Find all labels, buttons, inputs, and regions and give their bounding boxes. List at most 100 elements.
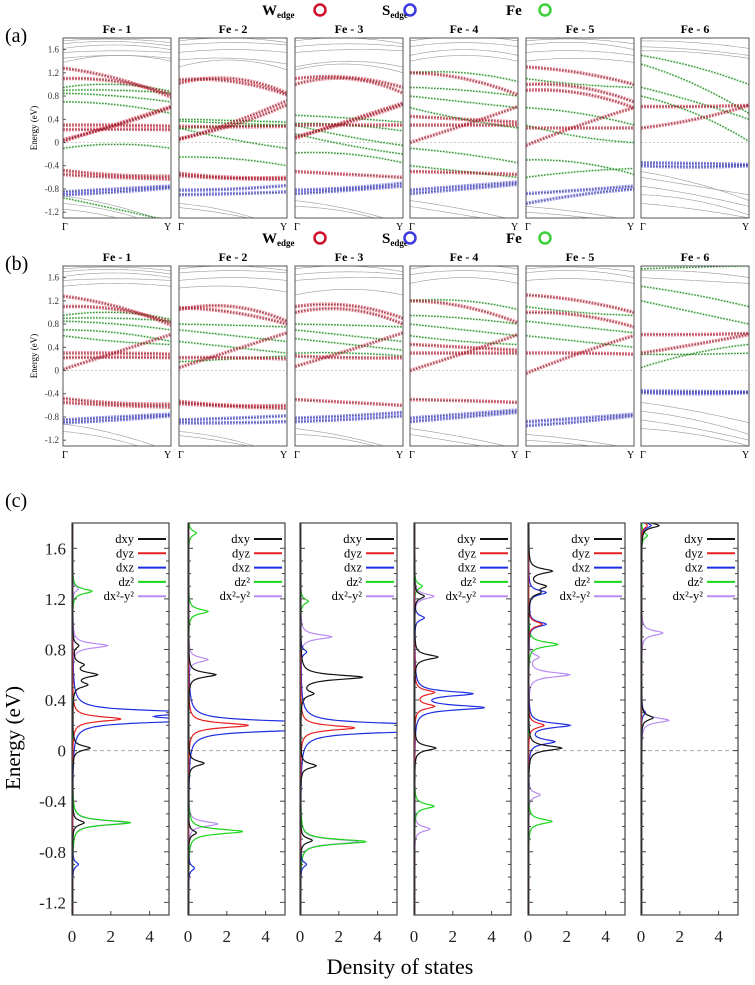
kpoint-label-y: Y — [742, 222, 749, 233]
band-Fe — [179, 126, 287, 150]
legend-item-W_edge: Wedge — [262, 231, 327, 248]
band-line — [295, 323, 403, 328]
band-panel: Fe - 4 Γ Y — [409, 22, 519, 233]
legend-label: dxy — [115, 532, 135, 546]
band-line — [526, 78, 634, 88]
band-line — [641, 277, 749, 284]
y-tick-label: 0.4 — [48, 114, 60, 124]
band-line — [410, 71, 518, 82]
dos-curves — [72, 523, 170, 915]
band-line — [641, 63, 749, 114]
band-line — [410, 428, 508, 446]
band-line — [63, 170, 171, 177]
band-line — [526, 58, 634, 63]
legend-label: dxy — [571, 532, 591, 546]
x-tick-label: 2 — [676, 927, 685, 946]
band-line — [295, 288, 403, 296]
band-line — [179, 49, 287, 53]
dos-curves — [188, 523, 286, 915]
band-line — [179, 203, 256, 218]
band-line — [63, 352, 171, 355]
bands — [179, 266, 287, 446]
band-line — [641, 165, 749, 168]
band-line — [63, 38, 171, 43]
panel-frame — [640, 265, 750, 447]
circle-marker-icon — [313, 3, 327, 17]
band-line — [526, 107, 634, 126]
band-line — [410, 434, 484, 446]
x-tick-label: 4 — [487, 927, 496, 946]
bands — [641, 40, 749, 218]
y-tick-label: -0.4 — [39, 792, 66, 811]
y-tick-label: 1.2 — [48, 68, 59, 78]
panel-frame — [409, 265, 519, 447]
legend-entry-dx2-y2: dx²-y² — [673, 589, 735, 603]
dos-curve-dxy — [300, 523, 364, 915]
band-line — [63, 174, 171, 180]
band-line — [641, 333, 749, 335]
band-line — [641, 270, 749, 278]
band-line — [526, 211, 593, 218]
band-line — [179, 156, 287, 166]
band-W_edge — [526, 65, 634, 87]
legend-label: Wedge — [262, 231, 295, 248]
band-line — [526, 188, 634, 204]
legend-item-W_edge: Wedge — [262, 3, 327, 20]
dos-curves — [300, 523, 398, 915]
legend-label: dxz — [232, 561, 251, 575]
circle-marker-icon — [403, 3, 417, 17]
x-tick-label: 0 — [68, 927, 77, 946]
band-line — [641, 334, 749, 354]
x-tick-label: 4 — [261, 927, 270, 946]
band-line — [410, 299, 518, 310]
band-line — [179, 332, 287, 368]
band-line — [410, 55, 518, 62]
dos-curve-dyz — [72, 523, 122, 915]
y-tick-label: -0.4 — [45, 161, 60, 171]
bands — [295, 38, 403, 218]
band-line — [641, 40, 749, 49]
band-line — [410, 344, 518, 351]
band-line — [526, 335, 634, 374]
dos-curve-dxz — [72, 523, 170, 915]
band-W_edge — [295, 76, 403, 95]
band-line — [410, 95, 518, 108]
y-axis-label: Energy (eV) — [1, 686, 25, 790]
y-tick-label: 0.8 — [45, 640, 66, 659]
band-Fe — [641, 54, 749, 86]
kpoint-label-gamma: Γ — [640, 450, 646, 461]
band-line — [526, 306, 634, 316]
band-line — [526, 42, 634, 50]
band-panel: Fe - 4 Γ Y — [409, 250, 519, 461]
panel-label: (b) — [5, 253, 28, 275]
panel-label: (a) — [5, 25, 27, 47]
legend-label: dz² — [234, 575, 250, 589]
band-Fe — [179, 155, 287, 167]
band-line — [641, 87, 749, 120]
band-line — [179, 42, 287, 46]
panel-title: Fe - 2 — [219, 250, 248, 264]
y-tick-label: 0 — [58, 742, 67, 761]
band-line — [295, 185, 403, 194]
panel-frame — [62, 265, 172, 447]
legend-entry-dxz: dxz — [344, 561, 394, 575]
legend-entry-dx2-y2: dx²-y² — [446, 589, 508, 603]
legend-label: dz² — [118, 575, 134, 589]
band-line — [63, 266, 171, 271]
x-tick-label: 0 — [296, 927, 305, 946]
kpoint-label-gamma: Γ — [409, 450, 415, 461]
band-line — [526, 320, 634, 334]
dos-curve-dz2 — [414, 523, 436, 915]
dos-curve-dx2-y2 — [641, 523, 671, 915]
legend-main: W — [262, 3, 277, 19]
band-line — [63, 278, 171, 281]
panel-title: Fe - 2 — [219, 22, 248, 36]
legend-label: dyz — [232, 546, 251, 560]
kpoint-label-gamma: Γ — [409, 222, 415, 233]
band-panel: Fe - 2 Γ Y — [178, 22, 288, 233]
legend-main: S — [382, 231, 390, 247]
x-tick-label: 4 — [601, 927, 610, 946]
band-line — [526, 278, 634, 284]
